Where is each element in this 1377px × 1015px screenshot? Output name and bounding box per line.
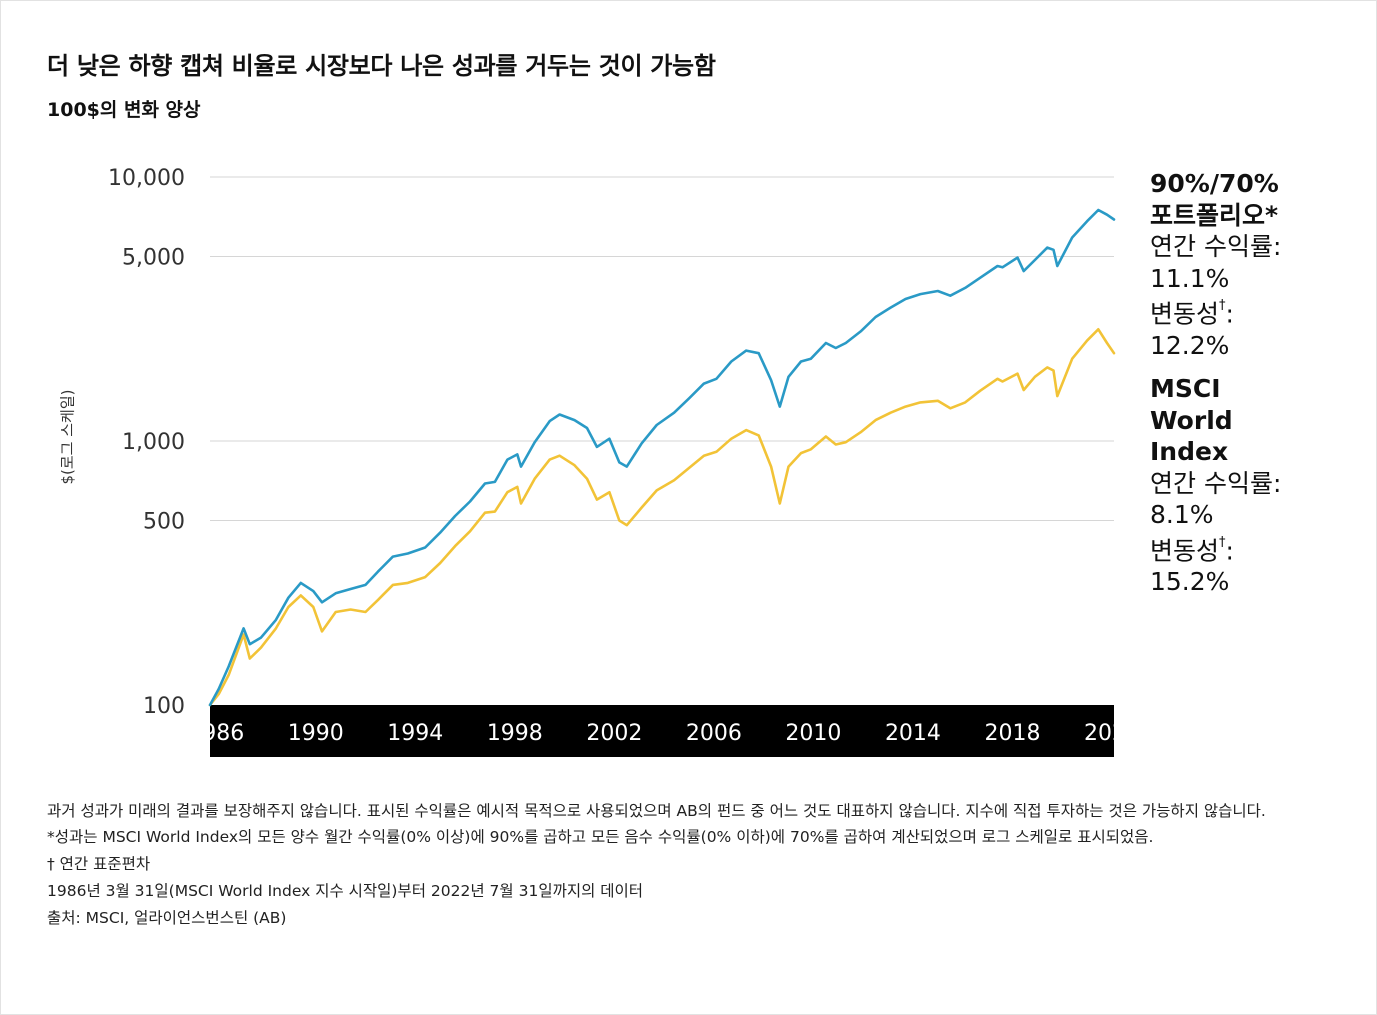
portfolio-vol-colon: :	[1225, 299, 1234, 329]
portfolio-volatility-value: 12.2%	[1150, 330, 1230, 360]
msci-return-value: 8.1%	[1150, 500, 1214, 529]
x-tick-label: 2010	[785, 721, 841, 746]
data-period-note: 1986년 3월 31일(MSCI World Index 지수 시작일)부터 …	[47, 882, 644, 900]
x-tick-label: 1994	[387, 721, 443, 746]
dagger-mark: †	[1219, 298, 1226, 313]
x-tick-label: 2014	[885, 721, 941, 746]
page-title: 더 낮은 하향 캡쳐 비율로 시장보다 나은 성과를 거두는 것이 가능함	[47, 52, 716, 80]
msci-volatility-label: 변동성†:	[1150, 531, 1281, 567]
y-tick-label: 500	[143, 509, 185, 534]
msci-vol-text: 변동성	[1150, 535, 1220, 565]
x-tick-label: 2018	[984, 721, 1040, 746]
portfolio-vol-text: 변동성	[1150, 299, 1220, 329]
y-tick-label: 10,000	[108, 166, 185, 191]
portfolio-name-line2: 포트폴리오*	[1150, 200, 1279, 230]
x-tick-label: 1998	[487, 721, 543, 746]
y-tick-label: 1,000	[122, 430, 185, 455]
x-tick-label: 1990	[288, 721, 344, 746]
y-tick-label: 5,000	[122, 245, 185, 270]
x-tick-label: 1986	[188, 721, 244, 746]
portfolio-return-label: 연간 수익률:	[1150, 232, 1282, 261]
dagger-mark: †	[1219, 534, 1226, 550]
disclaimer-note: 과거 성과가 미래의 결과를 보장해주지 않습니다. 표시된 수익률은 예시적 …	[47, 802, 1266, 820]
msci-summary: MSCI World Index 연간 수익률: 8.1% 변동성†: 15.2…	[1150, 373, 1281, 598]
x-tick-label: 2002	[586, 721, 642, 746]
x-tick-label: 2006	[686, 721, 742, 746]
portfolio-summary: 90%/70% 포트폴리오* 연간 수익률: 11.1% 변동성†: 12.2%	[1150, 168, 1281, 361]
msci-name-line2: World	[1150, 405, 1233, 435]
portfolio-volatility-label: 변동성†:	[1150, 294, 1281, 330]
x-tick-label: 2022	[1084, 721, 1140, 746]
dagger-note: † 연간 표준편차	[47, 855, 151, 873]
series-line	[208, 208, 1116, 707]
portfolio-name-line1: 90%/70%	[1150, 169, 1279, 198]
msci-name-line1: MSCI	[1150, 374, 1221, 403]
methodology-note: *성과는 MSCI World Index의 모든 양수 월간 수익률(0% 이…	[47, 828, 1154, 846]
x-axis-band	[210, 705, 1114, 757]
portfolio-return-value: 11.1%	[1150, 263, 1230, 293]
y-tick-label: 100	[143, 694, 185, 719]
page-subtitle: 100$의 변화 양상	[47, 99, 201, 121]
msci-vol-colon: :	[1225, 535, 1234, 565]
source-note: 출처: MSCI, 얼라이언스번스틴 (AB)	[47, 909, 287, 927]
series-line	[208, 327, 1116, 707]
msci-return-label: 연간 수익률:	[1150, 468, 1282, 498]
msci-volatility-value: 15.2%	[1150, 567, 1230, 597]
footnotes: 과거 성과가 미래의 결과를 보장해주지 않습니다. 표시된 수익률은 예시적 …	[47, 798, 1267, 935]
msci-name-line3: Index	[1150, 437, 1229, 466]
